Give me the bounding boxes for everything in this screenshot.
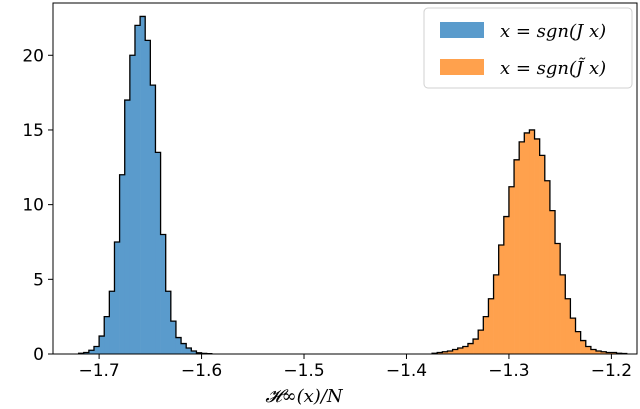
- x-tick-label: −1.5: [283, 361, 324, 381]
- histogram-bar: [99, 336, 105, 354]
- histogram-bar: [529, 129, 535, 354]
- histogram-bar: [170, 321, 177, 354]
- y-tick-label: 15: [22, 121, 44, 141]
- y-tick-label: 5: [33, 270, 44, 290]
- histogram-bar: [519, 141, 525, 354]
- y-tick-label: 10: [22, 196, 44, 216]
- histogram-bar: [93, 346, 100, 354]
- histogram-bar: [570, 318, 576, 354]
- histogram-bar: [514, 159, 520, 354]
- histogram-bar: [109, 291, 115, 354]
- histogram-bar: [478, 330, 484, 354]
- histogram-bar: [544, 180, 551, 354]
- histogram-bar: [590, 349, 597, 354]
- histogram-bar: [483, 316, 489, 354]
- x-axis-label: 𝓗∞(x)/N: [265, 386, 343, 407]
- histogram-bar: [549, 210, 556, 354]
- histogram-bar: [124, 100, 131, 354]
- histogram-bar: [606, 352, 612, 354]
- histogram-bars: [77, 15, 628, 355]
- histogram-bar: [83, 352, 90, 354]
- histogram-bar: [150, 85, 156, 355]
- histogram-bar: [534, 138, 540, 354]
- y-tick-label: 0: [33, 345, 44, 365]
- histogram-bar: [503, 216, 510, 354]
- histogram-bar: [498, 244, 505, 354]
- histogram-bar: [119, 174, 126, 354]
- histogram-bar: [140, 16, 146, 354]
- histogram-bar: [134, 25, 141, 354]
- histogram-bar: [524, 132, 530, 354]
- x-tick-label: −1.6: [181, 361, 222, 381]
- plot-frame: [52, 2, 638, 355]
- x-tick-label: −1.2: [591, 361, 632, 381]
- series-2-bars: [431, 129, 628, 355]
- histogram-bar: [155, 152, 161, 354]
- series-1-outline: [77, 15, 213, 355]
- plot-axes: −1.7 −1.6 −1.5 −1.4 −1.3 −1.2 0 5 10 15 20 𝓗∞(x)/N: [22, 2, 638, 407]
- histogram-bar: [114, 241, 120, 354]
- legend: x = sgn(J x) x = sgn(J̃ x): [423, 7, 633, 89]
- legend-label: x = sgn(J̃ x): [500, 57, 606, 79]
- x-tick-label: −1.7: [78, 361, 119, 381]
- x-tick-label: −1.4: [386, 361, 427, 381]
- histogram-bar: [442, 351, 448, 354]
- histogram-bar: [186, 348, 192, 354]
- histogram-bar: [539, 155, 546, 354]
- histogram-bar: [565, 298, 571, 354]
- histogram-bar: [467, 343, 474, 354]
- histogram-bar: [160, 234, 167, 354]
- x-tick-label: −1.3: [488, 361, 529, 381]
- histogram-bar: [129, 55, 136, 354]
- legend-swatch: [440, 22, 484, 38]
- y-tick-label: 20: [22, 46, 44, 66]
- histogram-bar: [473, 339, 479, 354]
- histogram-bar: [488, 298, 494, 354]
- histogram-bar: [104, 316, 110, 354]
- histogram-bar: [580, 340, 587, 354]
- histogram-bar: [596, 351, 602, 354]
- legend-swatch: [440, 59, 484, 75]
- histogram-bar: [88, 350, 95, 354]
- histogram-bar: [575, 331, 581, 354]
- series-1-bars: [77, 15, 213, 355]
- histogram-bar: [462, 346, 469, 354]
- histogram-bar: [447, 351, 453, 354]
- histogram-bar: [175, 337, 182, 354]
- legend-label: x = sgn(J x): [500, 21, 606, 42]
- histogram-bar: [165, 291, 172, 354]
- histogram-bar: [145, 40, 151, 355]
- series-2-outline: [431, 129, 628, 355]
- histogram-bar: [611, 352, 617, 354]
- histogram-bar: [508, 186, 515, 354]
- histogram-bar: [457, 348, 464, 354]
- histogram-bar: [437, 352, 443, 354]
- histogram-bar: [493, 274, 499, 354]
- histogram-bar: [585, 346, 592, 354]
- histogram-bar: [555, 243, 561, 354]
- histogram-bar: [452, 349, 459, 354]
- histogram-bar: [191, 351, 197, 354]
- histogram-bar: [601, 351, 607, 354]
- histogram-bar: [181, 343, 187, 354]
- histogram-bar: [560, 274, 566, 354]
